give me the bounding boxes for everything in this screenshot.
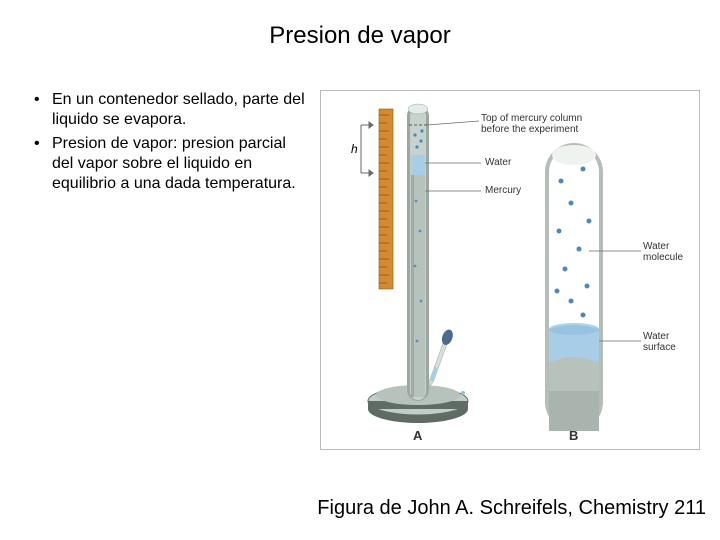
h-label: h xyxy=(351,142,358,156)
bullet-list: En un contenedor sellado, parte del liqu… xyxy=(20,90,310,450)
figure-panel: h xyxy=(320,90,700,450)
annot-water-molecule: Water molecule xyxy=(643,241,698,263)
annot-water-surface: Water surface xyxy=(643,331,698,353)
list-item: Presion de vapor: presion parcial del va… xyxy=(30,134,310,194)
annot-top-column: Top of mercury column before the experim… xyxy=(481,113,601,135)
list-item: En un contenedor sellado, parte del liqu… xyxy=(30,90,310,130)
footer-credit: Figura de John A. Schreifels, Chemistry … xyxy=(317,497,706,520)
figure-label-b: B xyxy=(569,428,578,443)
annot-water-a: Water xyxy=(485,157,511,168)
content-area: En un contenedor sellado, parte del liqu… xyxy=(0,50,720,450)
page-title: Presion de vapor xyxy=(0,0,720,50)
annot-mercury-a: Mercury xyxy=(485,185,521,196)
diagram-svg: h xyxy=(321,91,701,451)
figure-label-a: A xyxy=(413,428,422,443)
